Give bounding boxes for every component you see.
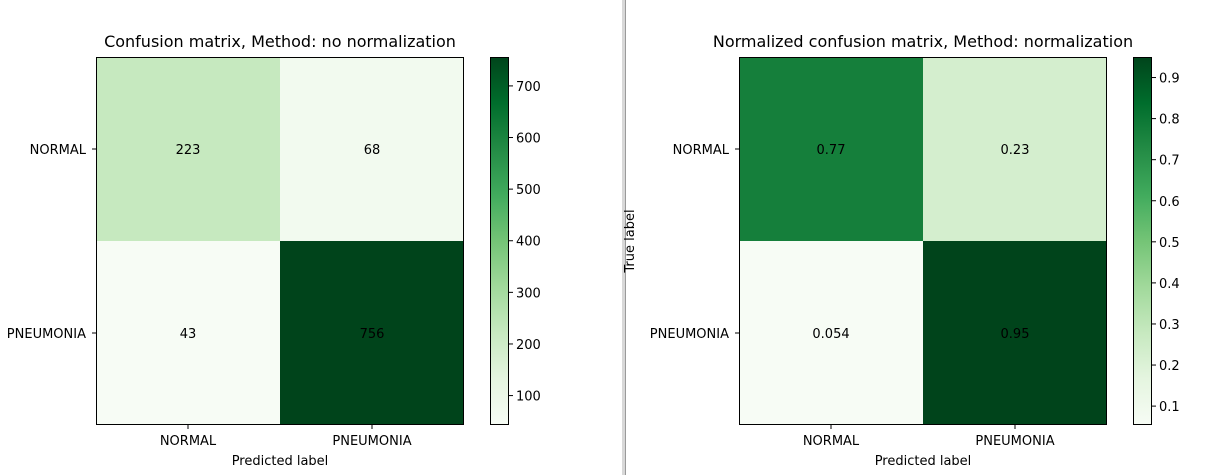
colorbar-frame: [1133, 57, 1152, 425]
colorbar-tick-label: 600: [516, 132, 541, 147]
heatmap-cell-1-0: [739, 241, 923, 425]
heatmap-cell-0-1: [280, 57, 464, 241]
y-tick-label: NORMAL: [673, 143, 730, 158]
cell-value-label-1-0: 43: [180, 327, 197, 342]
colorbar-tick-label: 700: [516, 80, 541, 95]
y-tick-label: NORMAL: [30, 143, 87, 158]
x-axis-label: Predicted label: [875, 454, 972, 469]
confusion-matrix-panel-1: 223 68 43 756 NORMAL PNEUMONIA NORMAL PNEUMONIA…: [7, 32, 541, 469]
cell-value-label-1-1: 756: [360, 327, 385, 342]
chart-title: Normalized confusion matrix, Method: nor…: [713, 32, 1133, 51]
colorbar-tick-label: 300: [516, 286, 541, 301]
y-tick-label: PNEUMONIA: [650, 327, 729, 342]
x-axis-label: Predicted label: [232, 454, 329, 469]
chart-title: Confusion matrix, Method: no normalizati…: [104, 32, 456, 51]
y-axis-label: True label: [623, 209, 638, 273]
cell-value-label-1-0: 0.054: [812, 327, 849, 342]
cell-value-label-1-1: 0.95: [1001, 327, 1030, 342]
colorbar-tick-label: 0.3: [1159, 318, 1180, 333]
colorbar-tick-label: 0.7: [1159, 154, 1180, 169]
cell-value-label-0-0: 0.77: [817, 143, 846, 158]
heatmap-cell-1-1: [280, 241, 464, 425]
heatmap-cell-0-0: [96, 57, 280, 241]
colorbar-tick-label: 0.4: [1159, 277, 1180, 292]
y-tick-label: PNEUMONIA: [7, 327, 86, 342]
colorbar-tick-label: 100: [516, 390, 541, 405]
heatmap-cell-0-1: [923, 57, 1107, 241]
colorbar: [490, 57, 509, 425]
colorbar-tick-label: 0.8: [1159, 113, 1180, 128]
panel-divider: [622, 0, 626, 475]
cell-value-label-0-0: 223: [176, 143, 201, 158]
colorbar-tick-label: 0.6: [1159, 195, 1180, 210]
colorbar-tick-label: 400: [516, 235, 541, 250]
x-tick-label: PNEUMONIA: [332, 434, 411, 449]
x-tick-label: NORMAL: [160, 434, 217, 449]
plot-frame: [739, 57, 1107, 425]
colorbar: [1133, 57, 1152, 425]
colorbar-tick-label: 0.9: [1159, 72, 1180, 87]
x-tick-label: NORMAL: [803, 434, 860, 449]
x-tick-label: PNEUMONIA: [975, 434, 1054, 449]
plot-frame: [96, 57, 464, 425]
cell-value-label-0-1: 0.23: [1001, 143, 1030, 158]
cell-value-label-0-1: 68: [364, 143, 381, 158]
colorbar-tick-label: 500: [516, 183, 541, 198]
heatmap-cell-1-0: [96, 241, 280, 425]
confusion-matrix-panel-2: 0.77 0.23 0.054 0.95 NORMAL PNEUMONIA NORMAL PN…: [623, 32, 1180, 469]
colorbar-tick-label: 0.1: [1159, 400, 1180, 415]
colorbar-tick-label: 200: [516, 338, 541, 353]
heatmap-cell-0-0: [739, 57, 923, 241]
heatmap-cell-1-1: [923, 241, 1107, 425]
colorbar-frame: [490, 57, 509, 425]
colorbar-tick-label: 0.5: [1159, 236, 1180, 251]
colorbar-tick-label: 0.2: [1159, 359, 1180, 374]
